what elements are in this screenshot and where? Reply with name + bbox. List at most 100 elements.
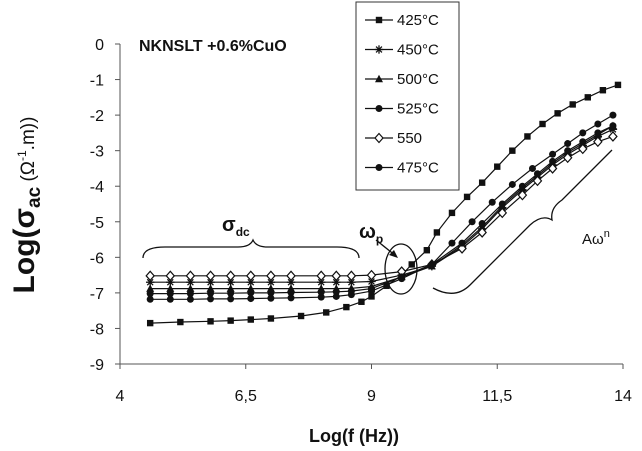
data-point [497, 207, 508, 219]
data-point [478, 220, 486, 228]
omega-p-sub: p [376, 232, 383, 246]
data-point [245, 270, 256, 282]
legend-marker [375, 105, 383, 112]
data-point [347, 287, 355, 295]
sigma-dc-label: σdc [222, 214, 250, 239]
y-axis-label-sup: -1 [15, 150, 29, 161]
data-point [226, 284, 235, 292]
legend-item: 450°C [365, 42, 439, 59]
data-point [266, 270, 276, 282]
data-point [528, 164, 536, 172]
data-point [609, 111, 617, 119]
a-omega-sup: n [604, 228, 610, 240]
data-point [457, 243, 467, 254]
data-point [599, 87, 607, 94]
legend-box [355, 1, 460, 191]
y-tick-label: -8 [90, 321, 104, 338]
data-point [267, 315, 275, 322]
data-point [594, 120, 602, 128]
data-point [358, 298, 365, 305]
y-tick-label: -9 [90, 357, 104, 374]
data-point [366, 269, 377, 281]
legend-item: 425°C [365, 12, 439, 29]
data-point [517, 189, 528, 201]
legend-marker [375, 164, 383, 171]
legend-label: 425°C [397, 12, 439, 29]
series-layer [145, 81, 622, 327]
data-point [286, 270, 296, 282]
data-point [509, 147, 516, 154]
data-point [584, 94, 591, 101]
data-point [398, 273, 406, 281]
data-point [267, 294, 275, 302]
data-point [227, 289, 235, 297]
data-point [468, 218, 476, 226]
data-point [614, 81, 622, 89]
legend-marker [375, 16, 383, 24]
data-point [408, 261, 415, 268]
data-point [488, 198, 496, 206]
legend-marker [374, 132, 384, 144]
data-point [186, 295, 194, 303]
data-point [498, 200, 506, 208]
data-point [343, 303, 350, 311]
legend: 425°C 450°C 500°C 525°C 550 475°C [365, 12, 439, 177]
data-point [564, 140, 572, 148]
chart-title: NKNSLT +0.6%CuO [139, 38, 287, 55]
legend-marker [374, 45, 384, 54]
data-point [165, 270, 176, 282]
y-axis-label-main: Log(σ [8, 208, 41, 294]
data-point [577, 143, 588, 155]
y-axis-label-end: .m)) [18, 117, 39, 151]
data-point [609, 122, 617, 130]
y-tick-label: -1 [90, 73, 104, 90]
data-point [227, 295, 235, 303]
y-tick-label: -3 [90, 144, 104, 161]
legend-item: 500°C [365, 71, 439, 88]
data-point [564, 147, 572, 155]
y-tick-label: 0 [95, 37, 104, 54]
data-point [297, 312, 305, 320]
legend-label: 450°C [397, 42, 439, 59]
x-tick-label: 6,5 [235, 388, 257, 405]
y-tick-label: -2 [90, 108, 104, 125]
y-tick-label: -5 [90, 215, 104, 232]
legend-item: 525°C [365, 101, 439, 118]
omega-p-ellipse [384, 243, 418, 295]
data-point [518, 182, 526, 190]
data-point [428, 260, 436, 268]
a-omega-label: Aωn [582, 228, 610, 248]
legend-label: 550 [397, 130, 422, 147]
data-point [185, 270, 196, 282]
data-point [533, 170, 541, 178]
data-point [554, 110, 561, 117]
series-3 [146, 111, 617, 303]
y-tick-label: -6 [90, 250, 104, 267]
x-tick-label: 11,5 [482, 388, 512, 405]
data-point [146, 290, 154, 298]
data-point [593, 136, 603, 148]
data-point [207, 295, 215, 303]
data-point [287, 294, 295, 302]
x-tick-label: 14 [614, 388, 632, 405]
sigma-dc-brace [142, 238, 360, 259]
a-omega-symbol: Aω [582, 231, 604, 248]
data-point [207, 289, 215, 297]
data-point [524, 133, 531, 140]
x-axis-label: Log(f (Hz)) [309, 426, 399, 446]
data-point [346, 270, 357, 282]
data-point [368, 293, 375, 300]
omega-p-label: ωp [359, 221, 383, 246]
data-point [383, 282, 390, 289]
data-point [532, 175, 543, 187]
data-point [433, 229, 441, 236]
x-tick-label: 4 [116, 388, 125, 405]
data-point [494, 163, 501, 170]
data-point [448, 209, 456, 217]
legend-marker [375, 74, 383, 83]
y-axis-label: Log(σac (Ω-1.m)) [8, 117, 45, 294]
data-point [594, 129, 602, 137]
data-point [247, 289, 255, 297]
data-point [549, 157, 557, 165]
